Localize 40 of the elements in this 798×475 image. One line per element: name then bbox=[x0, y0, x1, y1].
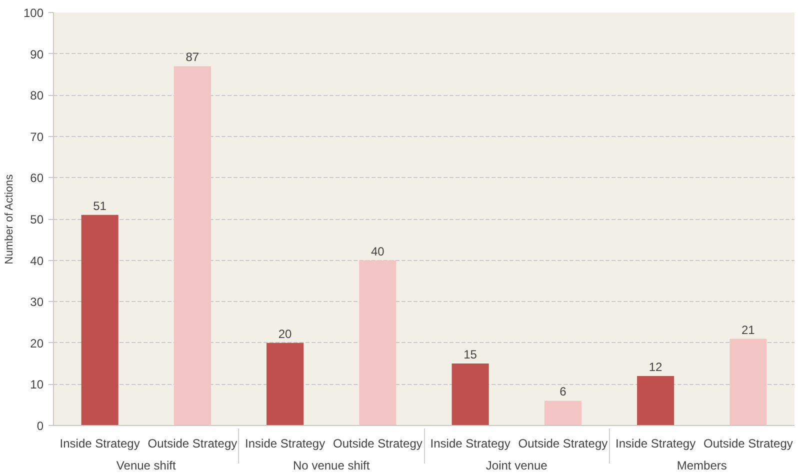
y-tick-label: 50 bbox=[30, 212, 44, 226]
text: Outside Strategy bbox=[518, 436, 608, 450]
series-label: Outside Strategy bbox=[148, 436, 238, 450]
bar bbox=[81, 214, 118, 426]
y-tick-label: 60 bbox=[30, 171, 44, 186]
series-label: Inside Strategy bbox=[60, 436, 140, 450]
y-tick-label: 70 bbox=[30, 130, 44, 144]
data-label: 20 bbox=[278, 326, 292, 341]
y-tick-label: 20 bbox=[30, 336, 44, 350]
x-tick-label: Joint venue bbox=[486, 458, 548, 472]
text: Inside Strategy bbox=[616, 436, 696, 450]
bar bbox=[452, 364, 489, 426]
text: Outside Strategy bbox=[333, 436, 422, 450]
data-label: 6 bbox=[560, 384, 567, 399]
data-label: 51 bbox=[93, 198, 107, 213]
text: Outside Strategy bbox=[704, 436, 793, 450]
data-label: 87 bbox=[186, 50, 200, 64]
data-label: 12 bbox=[648, 360, 663, 374]
data-label: 21 bbox=[742, 322, 756, 337]
data-label: 15 bbox=[464, 348, 478, 362]
bar bbox=[174, 66, 211, 426]
y-tick-label: 0 bbox=[36, 419, 44, 433]
bar bbox=[637, 376, 674, 426]
text: Inside Strategy bbox=[245, 436, 326, 450]
bar bbox=[730, 338, 767, 426]
data-label: 40 bbox=[371, 244, 385, 258]
bar bbox=[266, 342, 304, 426]
x-tick-label: Venue shift bbox=[116, 458, 176, 472]
y-tick-label: 100 bbox=[23, 6, 44, 20]
y-tick-label: 80 bbox=[30, 88, 44, 103]
y-tick-label: 10 bbox=[30, 378, 44, 392]
y-axis-title: Number of Actions bbox=[3, 174, 16, 264]
text: Inside Strategy bbox=[430, 436, 510, 450]
bar bbox=[544, 400, 582, 426]
x-tick-label: Members bbox=[676, 458, 727, 472]
y-tick-label: 90 bbox=[30, 47, 44, 62]
x-tick-label: No venue shift bbox=[293, 458, 370, 472]
y-tick-label: 40 bbox=[30, 254, 44, 268]
y-tick-label: 30 bbox=[30, 295, 44, 310]
bar bbox=[359, 260, 396, 426]
